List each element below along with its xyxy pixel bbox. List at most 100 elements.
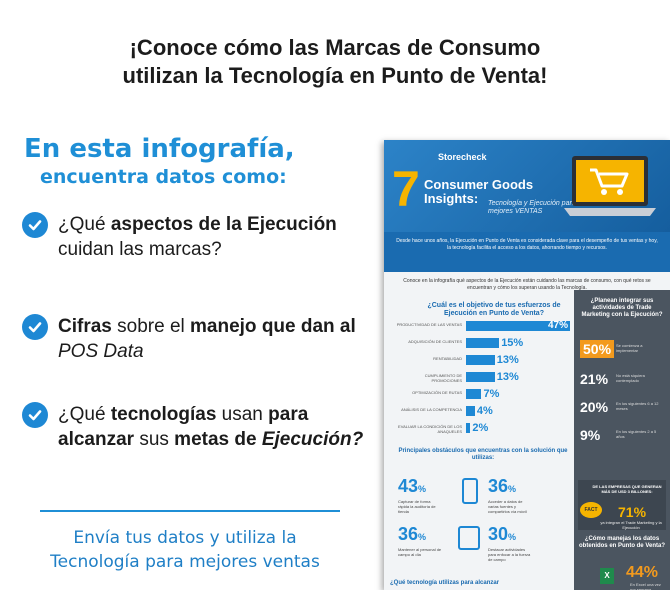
objective-bar-label: ANÁLISIS DE LA COMPETENCIA <box>401 407 462 412</box>
check-icon <box>22 314 48 340</box>
sidebar-title: ¿Planean integrar sus actividades de Tra… <box>581 298 663 318</box>
bullet-text-part: usan <box>216 404 269 425</box>
objective-bar <box>466 355 495 365</box>
bullet-text-part: sobre el <box>111 316 191 337</box>
infographic-intro: Desde hace unos años, la Ejecución en Pu… <box>384 232 670 272</box>
fact-badge: FACT <box>580 502 602 518</box>
sidebar-row: 9% En los siguientes 2 a 5 años <box>580 426 664 448</box>
objective-bar-label: RENTABILIDAD <box>433 356 462 361</box>
headline-line-2: utilizan la Tecnología en Punto de Venta… <box>122 63 548 88</box>
objective-bar-value: 2% <box>472 422 489 434</box>
objective-bar <box>466 389 482 399</box>
bullet-text-bold: manejo que dan al <box>190 316 356 337</box>
infographic-lead: Conoce en la infografía qué aspectos de … <box>403 278 651 291</box>
mobile-icon <box>462 478 478 504</box>
sidebar-row-pct: 20% <box>580 399 609 415</box>
sidebar-row-pct: 21% <box>580 371 609 387</box>
objective-bar-label: OPTIMIZACIÓN DE RUTAS <box>412 390 462 395</box>
objective-bar-value: 4% <box>476 405 493 417</box>
page-headline: ¡Conoce cómo las Marcas de Consumo utili… <box>0 34 670 90</box>
bullet-item-pos-data: Cifras sobre el manejo que dan al POS Da… <box>22 314 372 364</box>
fact-subtext: ya integran el Trade Marketing y la Ejec… <box>600 520 662 530</box>
brand-logo: Storecheck <box>438 152 487 162</box>
stat-text: Destacar actividades para enfocar a la f… <box>488 547 531 562</box>
bullet-text-bold: Cifras <box>58 316 112 337</box>
sidebar-row-text: Se comienza a implementar <box>616 343 643 353</box>
bullet-text: ¿Qué aspectos de la Ejecución cuidan las… <box>58 212 372 262</box>
bullet-text: Cifras sobre el manejo que dan al POS Da… <box>58 314 372 364</box>
objective-bar-row: PRODUCTIVIDAD DE LAS VENTAS 47% <box>394 320 574 332</box>
laptop-cart-icon <box>564 156 656 216</box>
objective-bar-label: CUMPLIMIENTO DE PROMOCIONES <box>424 373 462 383</box>
infographic-title: Consumer Goods Insights: <box>424 178 533 206</box>
sidebar-question-2: ¿Cómo manejas los datos obtenidos en Pun… <box>578 536 665 549</box>
stat-text: Capturar de forma rápida la auditoría de… <box>398 499 436 514</box>
stat-percent: 36 <box>488 476 509 496</box>
sidebar-row-text: No está siquiera contemplado <box>616 373 645 383</box>
objective-bar-row: ADQUISICIÓN DE CLIENTES 15% <box>394 337 574 349</box>
objective-bar-row: OPTIMIZACIÓN DE RUTAS 7% <box>394 388 574 400</box>
objective-bar <box>466 372 495 382</box>
objective-bar <box>466 338 500 348</box>
check-icon <box>22 402 48 428</box>
bullet-text-part: cuidan las marcas? <box>58 239 222 260</box>
bullet-text-bold: aspectos de la Ejecución <box>110 214 337 235</box>
sidebar-row-pct: 9% <box>580 427 601 443</box>
infographic-title-line-1: Consumer Goods <box>424 177 534 192</box>
infographic-sidebar: ¿Planean integrar sus actividades de Tra… <box>574 290 670 590</box>
infographic-preview: Storecheck 7 Consumer Goods Insights: Te… <box>384 140 670 590</box>
fact-title: DE LAS EMPRESAS QUE GENERAN MÁS DE USD 3… <box>592 484 662 494</box>
objective-bar-value: 15% <box>501 337 524 349</box>
infographic-title-line-2: Insights: <box>424 191 479 206</box>
sidebar-row-text: En los siguientes 6 a 12 meses <box>616 401 659 411</box>
stat-text: Acceder a datos de varias fuentes y comp… <box>488 499 527 514</box>
sidebar-row: 50% Se comienza a implementar <box>580 340 664 362</box>
clipboard-icon <box>458 526 480 550</box>
bullet-text-bold: tecnologías <box>110 404 217 425</box>
obstacle-stat: 36% Mantener al personal de campo al día <box>398 524 442 557</box>
obstacle-stat: 36% Acceder a datos de varias fuentes y … <box>488 476 568 514</box>
stat-text: Mantener al personal de campo al día <box>398 547 442 557</box>
objective-bar-label: ADQUISICIÓN DE CLIENTES <box>408 339 462 344</box>
infographic-question-3: ¿Qué tecnología utilizas para alcanzar <box>390 580 500 586</box>
obstacles-title: Principales obstáculos que encuentras co… <box>398 448 568 461</box>
obstacle-stat: 43% Capturar de forma rápida la auditorí… <box>398 476 478 514</box>
cta-line-1: Envía tus datos y utiliza la <box>73 528 297 548</box>
bullet-item-technologies: ¿Qué tecnologías usan para alcanzar sus … <box>22 402 372 452</box>
sidebar-44-text: En Excel una vez por semana <box>630 582 661 590</box>
sidebar-44-percent: 44% <box>626 564 659 581</box>
objective-bar-value: 47% <box>548 320 569 331</box>
obstacle-stat: 30% Destacar actividades para enfocar a … <box>488 524 531 562</box>
objective-bar-row: RENTABILIDAD 13% <box>394 354 574 366</box>
intro-title: En esta infografía, <box>24 134 295 164</box>
objective-bar-row: CUMPLIMIENTO DE PROMOCIONES 13% <box>394 371 574 383</box>
stat-percent: 30 <box>488 524 509 544</box>
objective-bar-value: 7% <box>483 388 500 400</box>
objective-bar <box>466 406 475 416</box>
cta-text: Envía tus datos y utiliza la Tecnología … <box>0 526 370 574</box>
check-icon <box>22 212 48 238</box>
objective-bar <box>466 423 471 433</box>
objective-bar-value: 13% <box>496 354 519 366</box>
sidebar-row-text: En los siguientes 2 a 5 años <box>616 429 657 439</box>
objective-bar <box>466 321 570 331</box>
objective-bar-label: PRODUCTIVIDAD DE LAS VENTAS <box>396 322 462 327</box>
objective-bar-value: 13% <box>496 371 519 383</box>
bullet-text-italic: Ejecución? <box>261 429 364 450</box>
bullet-text-part: sus <box>134 429 175 450</box>
objective-bar-row: EVALUAR LA CONDICIÓN DE LOS ANAQUELES 2% <box>394 422 574 434</box>
excel-icon: X <box>600 568 614 584</box>
objective-bar-label: EVALUAR LA CONDICIÓN DE LOS ANAQUELES <box>398 424 462 434</box>
bullet-text: ¿Qué tecnologías usan para alcanzar sus … <box>58 402 372 452</box>
stat-percent: 43 <box>398 476 419 496</box>
stat-percent: 36 <box>398 524 419 544</box>
infographic-number: 7 <box>392 161 420 217</box>
cta-line-2: Tecnología para mejores ventas <box>50 552 320 572</box>
intro-subtitle: encuentra datos como: <box>40 166 287 188</box>
infographic-subtitle: Tecnología y Ejecución para mejores VENT… <box>488 200 576 215</box>
bullet-text-italic: POS Data <box>58 341 144 362</box>
objective-bar-row: ANÁLISIS DE LA COMPETENCIA 4% <box>394 405 574 417</box>
headline-line-1: ¡Conoce cómo las Marcas de Consumo <box>129 35 541 60</box>
sidebar-row: 21% No está siquiera contemplado <box>580 370 664 392</box>
